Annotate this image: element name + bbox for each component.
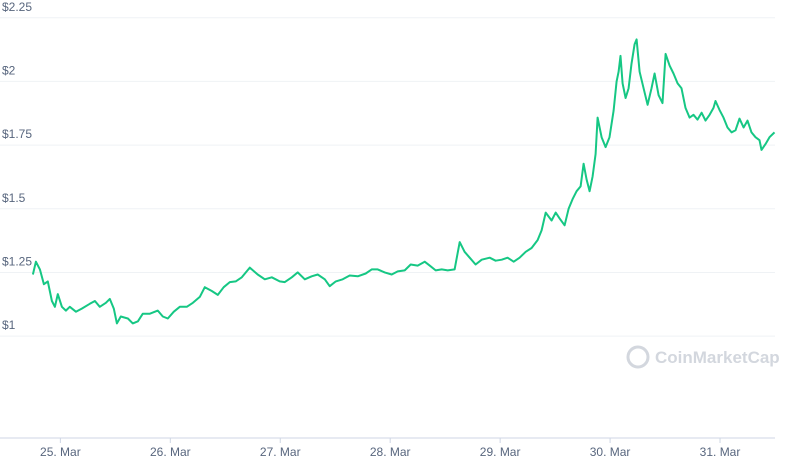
watermark-logo — [626, 345, 650, 369]
x-tick-label: 27. Mar — [260, 445, 301, 459]
watermark: CoinMarketCap — [655, 348, 780, 367]
x-tick-label: 26. Mar — [150, 445, 191, 459]
y-tick-label: $1.5 — [2, 191, 26, 205]
price-line — [31, 38, 776, 325]
x-tick-label: 25. Mar — [40, 445, 81, 459]
y-tick-label: $1.75 — [2, 127, 32, 141]
y-tick-label: $2 — [2, 63, 16, 77]
x-tick-label: 28. Mar — [370, 445, 411, 459]
x-tick-label: 31. Mar — [700, 445, 741, 459]
y-tick-label: $1.25 — [2, 254, 32, 268]
x-tick-label: 29. Mar — [480, 445, 521, 459]
x-tick-label: 30. Mar — [590, 445, 631, 459]
y-tick-label: $1 — [2, 318, 16, 332]
y-tick-label: $2.25 — [2, 0, 32, 14]
